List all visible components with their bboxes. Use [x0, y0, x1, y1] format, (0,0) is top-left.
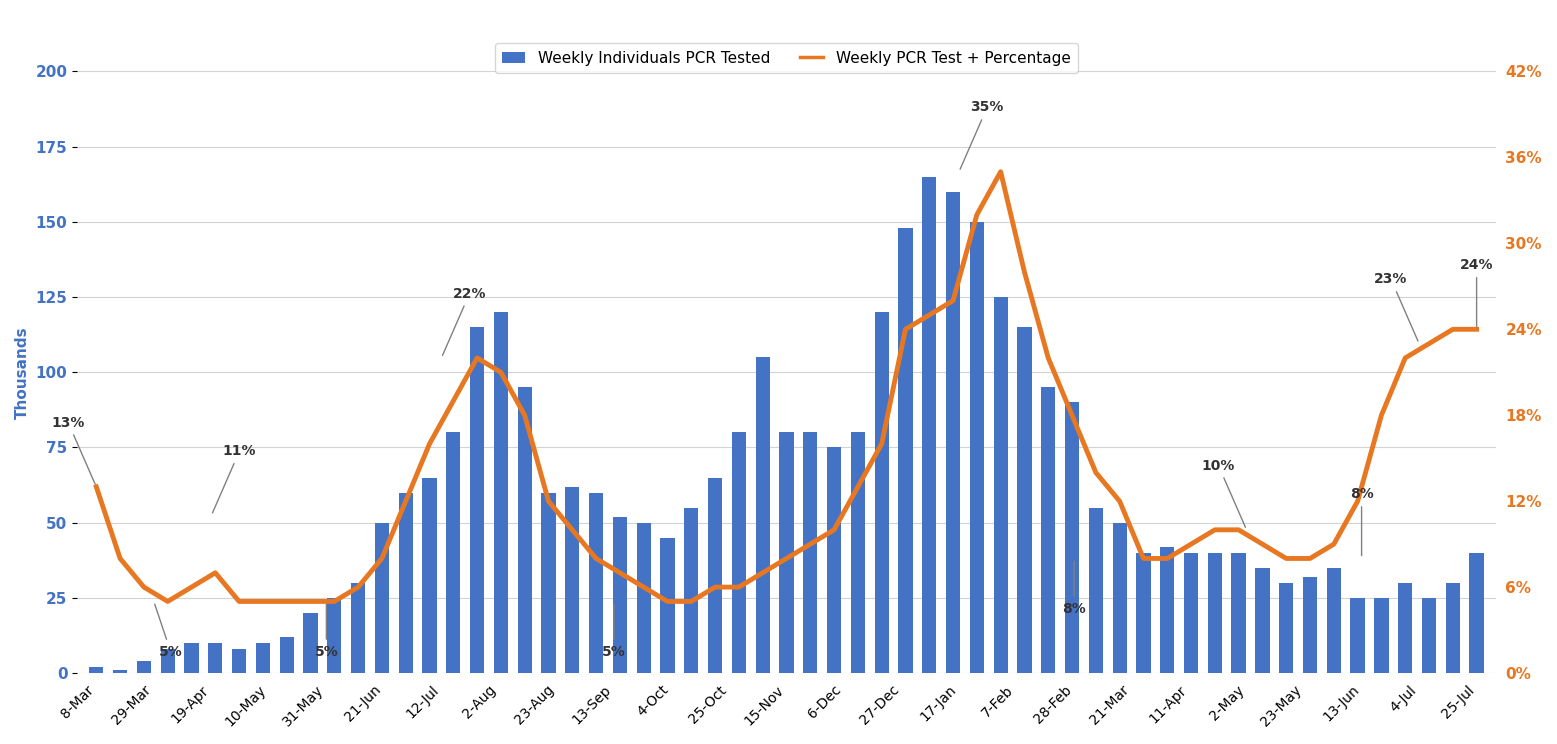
Bar: [280, 637, 294, 673]
Bar: [1017, 327, 1032, 673]
Bar: [470, 327, 484, 673]
Bar: [827, 447, 841, 673]
Bar: [232, 649, 246, 673]
Bar: [993, 297, 1007, 673]
Bar: [1065, 403, 1079, 673]
Bar: [517, 388, 532, 673]
Bar: [1398, 583, 1412, 673]
Bar: [1160, 547, 1174, 673]
Bar: [494, 312, 508, 673]
Bar: [1042, 388, 1056, 673]
Bar: [209, 643, 223, 673]
Bar: [803, 432, 817, 673]
Bar: [1280, 583, 1294, 673]
Bar: [565, 487, 579, 673]
Bar: [1422, 598, 1436, 673]
Bar: [1208, 553, 1222, 673]
Bar: [399, 493, 413, 673]
Bar: [327, 598, 341, 673]
Text: 13%: 13%: [51, 416, 95, 484]
Bar: [160, 649, 174, 673]
Text: 8%: 8%: [1350, 487, 1373, 556]
Text: 10%: 10%: [1202, 458, 1246, 527]
Legend: Weekly Individuals PCR Tested, Weekly PCR Test + Percentage: Weekly Individuals PCR Tested, Weekly PC…: [495, 43, 1077, 74]
Bar: [613, 516, 627, 673]
Text: 8%: 8%: [1062, 561, 1085, 616]
Bar: [1375, 598, 1389, 673]
Bar: [755, 357, 769, 673]
Bar: [1446, 583, 1460, 673]
Bar: [1350, 598, 1365, 673]
Text: 24%: 24%: [1460, 258, 1493, 327]
Text: 35%: 35%: [961, 100, 1004, 169]
Bar: [1303, 577, 1317, 673]
Bar: [1088, 507, 1102, 673]
Bar: [422, 478, 436, 673]
Bar: [542, 493, 556, 673]
Bar: [898, 228, 912, 673]
Bar: [732, 432, 746, 673]
Bar: [184, 643, 199, 673]
Bar: [660, 538, 674, 673]
Text: 22%: 22%: [442, 286, 486, 356]
Bar: [589, 493, 603, 673]
Bar: [114, 670, 128, 673]
Bar: [304, 613, 318, 673]
Text: 23%: 23%: [1375, 272, 1418, 341]
Bar: [375, 523, 389, 673]
Bar: [708, 478, 722, 673]
Bar: [1232, 553, 1246, 673]
Text: 11%: 11%: [212, 444, 257, 513]
Bar: [684, 507, 699, 673]
Bar: [1137, 553, 1151, 673]
Bar: [875, 312, 889, 673]
Bar: [970, 222, 984, 673]
Bar: [350, 583, 366, 673]
Y-axis label: Thousands: Thousands: [16, 326, 30, 419]
Bar: [1113, 523, 1127, 673]
Bar: [89, 667, 103, 673]
Bar: [780, 432, 794, 673]
Bar: [947, 192, 961, 673]
Bar: [850, 432, 866, 673]
Text: 5%: 5%: [154, 604, 182, 658]
Bar: [1255, 568, 1269, 673]
Bar: [1327, 568, 1341, 673]
Bar: [1183, 553, 1199, 673]
Text: 5%: 5%: [315, 604, 338, 658]
Bar: [1470, 553, 1484, 673]
Bar: [137, 661, 151, 673]
Bar: [255, 643, 269, 673]
Text: 5%: 5%: [603, 604, 626, 658]
Bar: [637, 523, 651, 673]
Bar: [922, 177, 936, 673]
Bar: [447, 432, 461, 673]
